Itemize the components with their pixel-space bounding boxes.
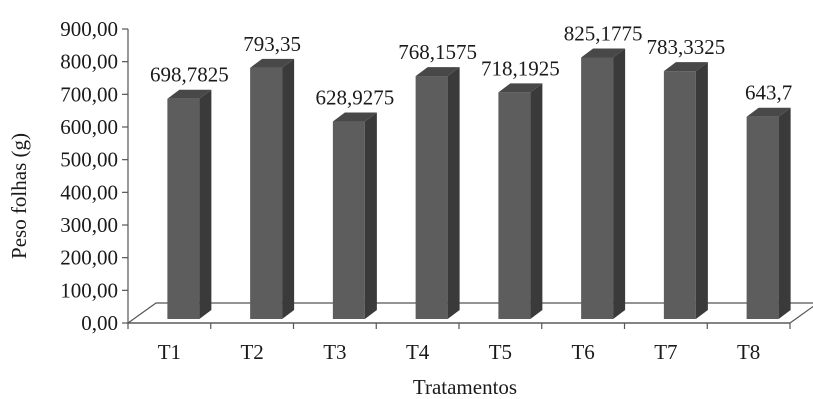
bar: [250, 58, 295, 320]
data-label: 793,35: [243, 32, 301, 56]
bar-top: [415, 67, 460, 77]
bar-top: [746, 107, 791, 117]
y-tick-label: 200,00: [60, 246, 118, 270]
data-labels: 698,7825 793,35 628,9275768,1575718,192582…: [150, 21, 792, 109]
bar-top: [250, 58, 295, 68]
bar-front: [415, 76, 448, 320]
bar-side: [530, 83, 543, 320]
y-tick-label: 800,00: [60, 50, 118, 74]
data-label: 698,7825: [150, 63, 229, 87]
x-tick-label: T7: [654, 340, 677, 364]
x-axis: T1 T2 T3 T4 T5 T6 T7 T8: [127, 322, 791, 364]
y-tick-label: 100,00: [60, 278, 118, 302]
y-tick-label: 500,00: [60, 148, 118, 172]
bar-side: [695, 62, 708, 319]
data-label: 783,3325: [647, 35, 726, 59]
bar-top: [498, 83, 543, 93]
floor-plane: [126, 302, 813, 324]
x-tick-label: T6: [571, 340, 594, 364]
bar-front: [663, 71, 696, 319]
bar-front: [498, 92, 531, 320]
x-tick-label: T3: [323, 340, 346, 364]
bar-top: [167, 89, 212, 99]
bar: [167, 89, 212, 319]
bars: [167, 48, 791, 320]
data-label: 628,9275: [316, 86, 395, 110]
bar-side: [778, 107, 791, 319]
chart-floor: [126, 302, 813, 324]
y-tick-label: 900,00: [60, 17, 118, 41]
data-label: 825,1775: [564, 21, 643, 45]
bar-side: [447, 67, 460, 320]
bar-front: [746, 116, 779, 319]
bar-top: [581, 48, 626, 58]
bar: [581, 48, 626, 319]
x-tick-label: T4: [406, 340, 430, 364]
y-axis: 0,00 100,00 200,00 300,00 400,00 500,00 600,00…: [60, 17, 129, 335]
bar: [498, 83, 543, 320]
y-tick-label: 300,00: [60, 213, 118, 237]
bar-side: [199, 89, 212, 319]
bar-front: [250, 67, 283, 320]
data-label: 643,7: [745, 81, 792, 105]
x-tick-label: T5: [489, 340, 512, 364]
x-tick-label: T8: [737, 340, 760, 364]
bar-front: [332, 121, 365, 319]
y-tick-label: 0,00: [81, 311, 118, 335]
bar-side: [364, 112, 377, 319]
y-tick-label: 400,00: [60, 180, 118, 204]
data-label: 718,1925: [481, 56, 560, 80]
bar: [332, 112, 377, 319]
bar-side: [282, 58, 295, 320]
bar-top: [663, 62, 708, 72]
data-label: 768,1575: [398, 40, 477, 64]
bar: [746, 107, 791, 319]
bar-top: [332, 112, 377, 122]
y-tick-label: 700,00: [60, 82, 118, 106]
bar: [415, 67, 460, 320]
bar-front: [167, 98, 200, 319]
x-tick-label: T1: [158, 340, 181, 364]
x-tick-label: T2: [240, 340, 263, 364]
y-tick-label: 600,00: [60, 115, 118, 139]
bar: [663, 62, 708, 319]
bar-side: [613, 48, 626, 319]
x-axis-title: Tratamentos: [413, 375, 517, 399]
bar-front: [581, 57, 614, 319]
y-axis-title: Peso folhas (g): [7, 133, 31, 259]
